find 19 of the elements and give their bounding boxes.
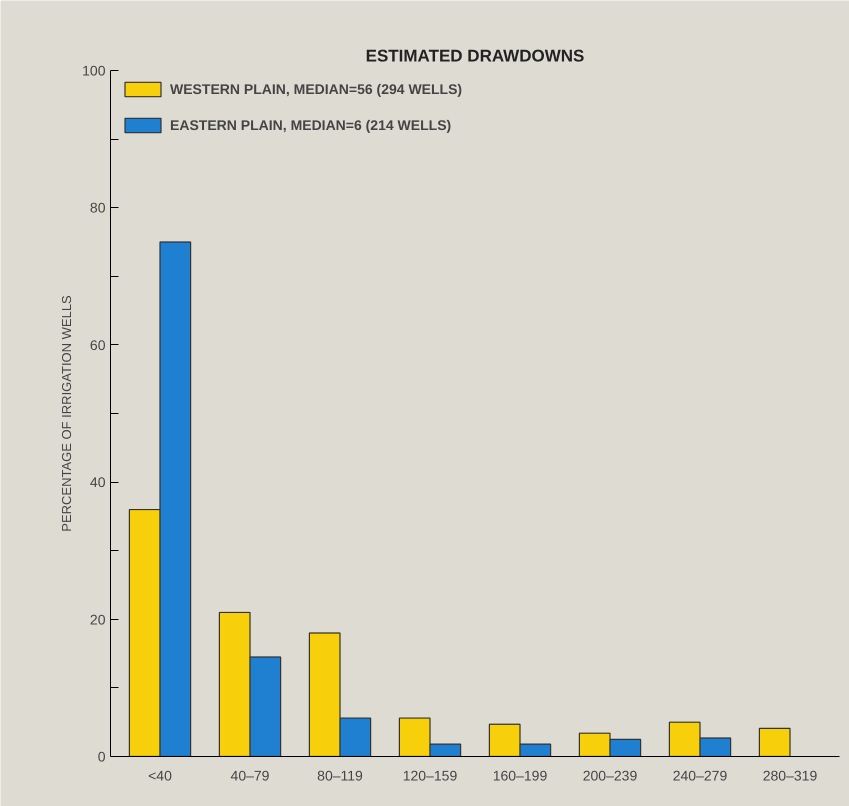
x-tick-label: 80–119 <box>317 768 364 784</box>
y-tick-label: 80 <box>90 200 106 216</box>
legend-label: EASTERN PLAIN, MEDIAN=6 (214 WELLS) <box>170 117 452 133</box>
x-tick-label: 280–319 <box>762 768 818 784</box>
y-tick-label: 100 <box>82 62 106 78</box>
x-tick-label: 40–79 <box>230 768 270 784</box>
legend-label: WESTERN PLAIN, MEDIAN=56 (294 WELLS) <box>170 81 462 97</box>
y-tick-label: 0 <box>98 748 106 764</box>
y-tick-label: 20 <box>90 611 106 628</box>
x-tick-label: 240–279 <box>672 768 728 784</box>
y-tick-label: 40 <box>90 474 106 490</box>
y-axis-title: PERCENTAGE OF IRRIGATION WELLS <box>59 294 74 532</box>
x-tick-label: 200–239 <box>582 768 638 784</box>
chart-title: ESTIMATED DRAWDOWNS <box>366 46 584 66</box>
x-tick-label: 120–159 <box>402 768 458 784</box>
bar <box>758 728 791 756</box>
y-tick-label: 60 <box>90 336 106 353</box>
x-tick-label: <40 <box>148 768 172 784</box>
x-tick-label: 160–199 <box>492 768 548 784</box>
